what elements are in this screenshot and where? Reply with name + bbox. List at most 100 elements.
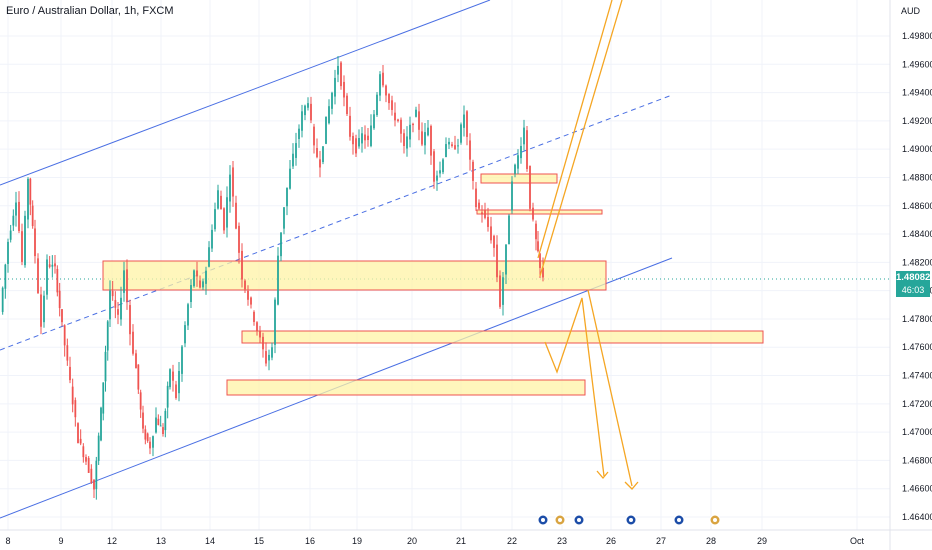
candle-body: [157, 418, 160, 426]
candle-body: [487, 216, 489, 227]
candle-body: [355, 138, 357, 154]
candle-body: [37, 258, 39, 293]
candle-body: [445, 144, 447, 158]
candle-body: [100, 407, 102, 441]
candle-body: [7, 241, 9, 264]
event-marker-dot: [629, 518, 633, 522]
time-tick-label: 16: [305, 536, 315, 546]
candle-body: [385, 85, 387, 96]
candle-body: [69, 366, 71, 381]
candle-body: [415, 109, 417, 117]
candle-body: [442, 159, 444, 173]
candle-body: [502, 277, 504, 305]
candle-body: [235, 202, 237, 229]
candle-body: [358, 137, 360, 147]
time-axis[interactable]: 8 9 12 13 14 15 16 19 20 21 22 23 26 27 28 29 Oct: [5, 536, 864, 546]
candle-body: [61, 309, 63, 323]
candle-body: [289, 168, 291, 189]
candle-body: [409, 124, 411, 140]
zone-box: [241, 330, 764, 344]
candle-body: [169, 369, 171, 388]
candle-body: [334, 77, 336, 97]
candle-body: [71, 386, 74, 405]
candle-body: [265, 351, 267, 364]
candle-body: [66, 345, 69, 361]
candle-body: [376, 94, 378, 115]
candle-body: [283, 207, 285, 229]
time-tick-label: 26: [606, 536, 616, 546]
time-tick-label: 28: [706, 536, 716, 546]
candle-body: [370, 125, 372, 146]
candle-body: [484, 210, 486, 218]
candle-body: [532, 207, 534, 220]
candle-body: [63, 325, 66, 346]
candle-body: [412, 123, 414, 126]
candle-body: [40, 294, 42, 327]
candle-body: [211, 229, 213, 249]
price-tick-label: 1.48800: [902, 172, 932, 182]
price-tick-label: 1.47000: [902, 427, 932, 437]
candle-body: [439, 170, 441, 174]
candle-body: [46, 259, 48, 295]
candle-body: [137, 364, 140, 390]
last-price-tag: 1.48082 46:03: [896, 271, 930, 297]
time-tick-label: 14: [205, 536, 215, 546]
candle-body: [478, 202, 480, 209]
candle-body: [298, 128, 300, 139]
candle-body: [403, 133, 405, 147]
candle-body: [379, 74, 381, 96]
candle-body: [535, 223, 537, 240]
currency-label: AUD: [901, 6, 921, 16]
event-marker-dot: [677, 518, 681, 522]
candle-body: [406, 136, 408, 149]
channel-upper-line: [0, 0, 491, 186]
candle-body: [307, 103, 309, 108]
candle-body: [331, 92, 333, 109]
candle-body: [271, 347, 273, 358]
candle-body: [117, 309, 119, 315]
candle-body: [77, 423, 79, 444]
candle-body: [457, 145, 459, 147]
candle-body: [56, 268, 59, 293]
last-price-value: 1.48082: [896, 272, 931, 283]
time-tick-label: 23: [557, 536, 567, 546]
candle-body: [15, 202, 17, 216]
candle-body: [90, 468, 93, 483]
price-tick-label: 1.46400: [902, 512, 932, 522]
candle-body: [223, 208, 225, 231]
candle-body: [155, 417, 157, 433]
candle-body: [123, 270, 125, 293]
price-axis[interactable]: 1.46400 1.46600 1.46800 1.47000 1.47200 1.474…: [902, 31, 932, 522]
candle-body: [146, 433, 149, 441]
candle-body: [129, 305, 131, 335]
time-tick-label: 15: [254, 536, 264, 546]
candle-body: [346, 95, 348, 115]
price-tick-label: 1.47400: [902, 371, 932, 381]
economic-event-markers[interactable]: [537, 514, 721, 526]
candle-body: [328, 106, 330, 124]
candle-body: [164, 410, 167, 431]
event-marker-dot: [713, 518, 717, 522]
candle-body: [196, 270, 198, 277]
candle-body: [178, 370, 180, 394]
event-marker-dot: [577, 518, 581, 522]
zone-box: [226, 379, 586, 396]
candle-body: [542, 267, 544, 278]
candle-body: [310, 103, 312, 121]
candle-body: [493, 235, 495, 248]
price-tick-label: 1.48600: [902, 201, 932, 211]
chart-title: Euro / Australian Dollar, 1h, FXCM: [6, 5, 174, 17]
price-tick-label: 1.49200: [902, 116, 932, 126]
candle-body: [18, 201, 20, 231]
candle-body: [142, 412, 144, 429]
candle-body: [102, 382, 105, 414]
candle-body: [226, 197, 228, 228]
candle-body: [1, 287, 4, 312]
candle-body: [537, 241, 539, 252]
candle-body: [9, 230, 12, 240]
candle-body: [135, 353, 137, 369]
candle-body: [214, 209, 216, 230]
candle-body: [48, 264, 51, 267]
price-tick-label: 1.46800: [902, 455, 932, 465]
